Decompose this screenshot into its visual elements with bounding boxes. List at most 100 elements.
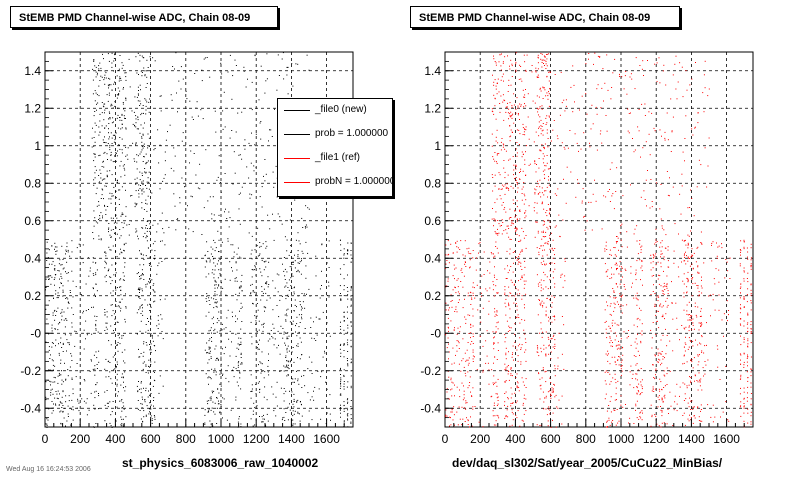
data-point — [667, 304, 669, 306]
data-point — [456, 345, 458, 347]
data-point — [215, 284, 217, 286]
data-point — [211, 332, 212, 334]
data-point — [146, 161, 148, 163]
data-point — [125, 99, 127, 101]
data-point — [669, 370, 671, 372]
data-point — [105, 262, 107, 263]
data-point — [235, 355, 237, 357]
data-point — [494, 97, 496, 99]
data-point — [519, 343, 521, 345]
data-point — [149, 282, 150, 284]
data-point — [51, 276, 53, 278]
data-point — [690, 400, 692, 402]
data-point — [283, 78, 285, 80]
data-point — [340, 379, 342, 381]
data-point — [551, 262, 553, 264]
data-point — [687, 281, 689, 283]
data-point — [296, 335, 298, 337]
data-point — [128, 234, 130, 236]
data-point — [690, 340, 692, 342]
data-point — [138, 295, 140, 297]
data-point — [545, 95, 547, 97]
data-point — [645, 141, 647, 143]
data-point — [585, 63, 587, 65]
data-point — [621, 223, 623, 225]
data-point — [515, 402, 517, 404]
data-point — [582, 188, 584, 190]
data-point — [121, 423, 123, 425]
data-point — [508, 351, 509, 353]
data-point — [692, 283, 694, 285]
data-point — [105, 185, 107, 187]
data-point — [347, 317, 348, 319]
data-point — [223, 353, 225, 355]
data-point — [650, 294, 652, 295]
data-point — [146, 181, 148, 183]
data-point — [122, 272, 124, 274]
data-point — [162, 385, 164, 387]
data-point — [209, 261, 211, 263]
data-point — [544, 263, 545, 265]
data-point — [523, 304, 525, 306]
data-point — [545, 60, 547, 62]
data-point — [123, 408, 125, 410]
data-point — [98, 350, 100, 352]
data-point — [552, 249, 554, 251]
data-point — [340, 404, 341, 406]
data-point — [297, 399, 299, 401]
data-point — [259, 361, 261, 363]
data-point — [214, 265, 216, 267]
data-point — [94, 368, 96, 370]
data-point — [236, 347, 238, 349]
data-point — [149, 278, 151, 279]
data-point — [286, 365, 288, 367]
data-point — [664, 375, 666, 377]
data-point — [690, 359, 692, 361]
data-point — [121, 123, 123, 125]
data-point — [494, 231, 496, 233]
data-point — [483, 274, 485, 275]
data-point — [550, 358, 552, 360]
data-point — [238, 418, 240, 420]
data-point — [109, 117, 111, 119]
data-point — [240, 286, 242, 288]
data-point — [145, 415, 147, 417]
data-point — [148, 111, 150, 113]
data-point — [60, 282, 62, 284]
data-point — [262, 323, 264, 325]
data-point — [210, 297, 212, 299]
data-point — [108, 132, 109, 134]
data-point — [173, 170, 175, 172]
data-point — [314, 386, 316, 388]
data-point — [71, 408, 73, 410]
data-point — [449, 416, 451, 418]
data-point — [114, 105, 116, 107]
data-point — [616, 236, 617, 237]
data-point — [747, 392, 748, 394]
data-point — [714, 416, 716, 418]
data-point — [612, 345, 613, 347]
data-point — [584, 229, 586, 231]
data-point — [147, 195, 149, 197]
data-point — [540, 90, 542, 92]
data-point — [283, 388, 285, 389]
data-point — [113, 141, 115, 143]
data-point — [540, 290, 542, 292]
data-point — [543, 302, 545, 304]
data-point — [207, 377, 209, 379]
data-point — [467, 314, 469, 316]
data-point — [629, 417, 631, 419]
data-point — [514, 178, 515, 180]
data-point — [218, 214, 220, 216]
data-point — [537, 62, 539, 64]
data-point — [687, 402, 689, 404]
data-point — [99, 215, 101, 217]
data-point — [114, 232, 116, 234]
data-point — [656, 310, 658, 312]
data-point — [692, 340, 694, 342]
data-point — [747, 338, 749, 340]
data-point — [498, 91, 500, 93]
data-point — [118, 337, 120, 339]
data-point — [512, 345, 514, 347]
data-point — [655, 374, 656, 376]
